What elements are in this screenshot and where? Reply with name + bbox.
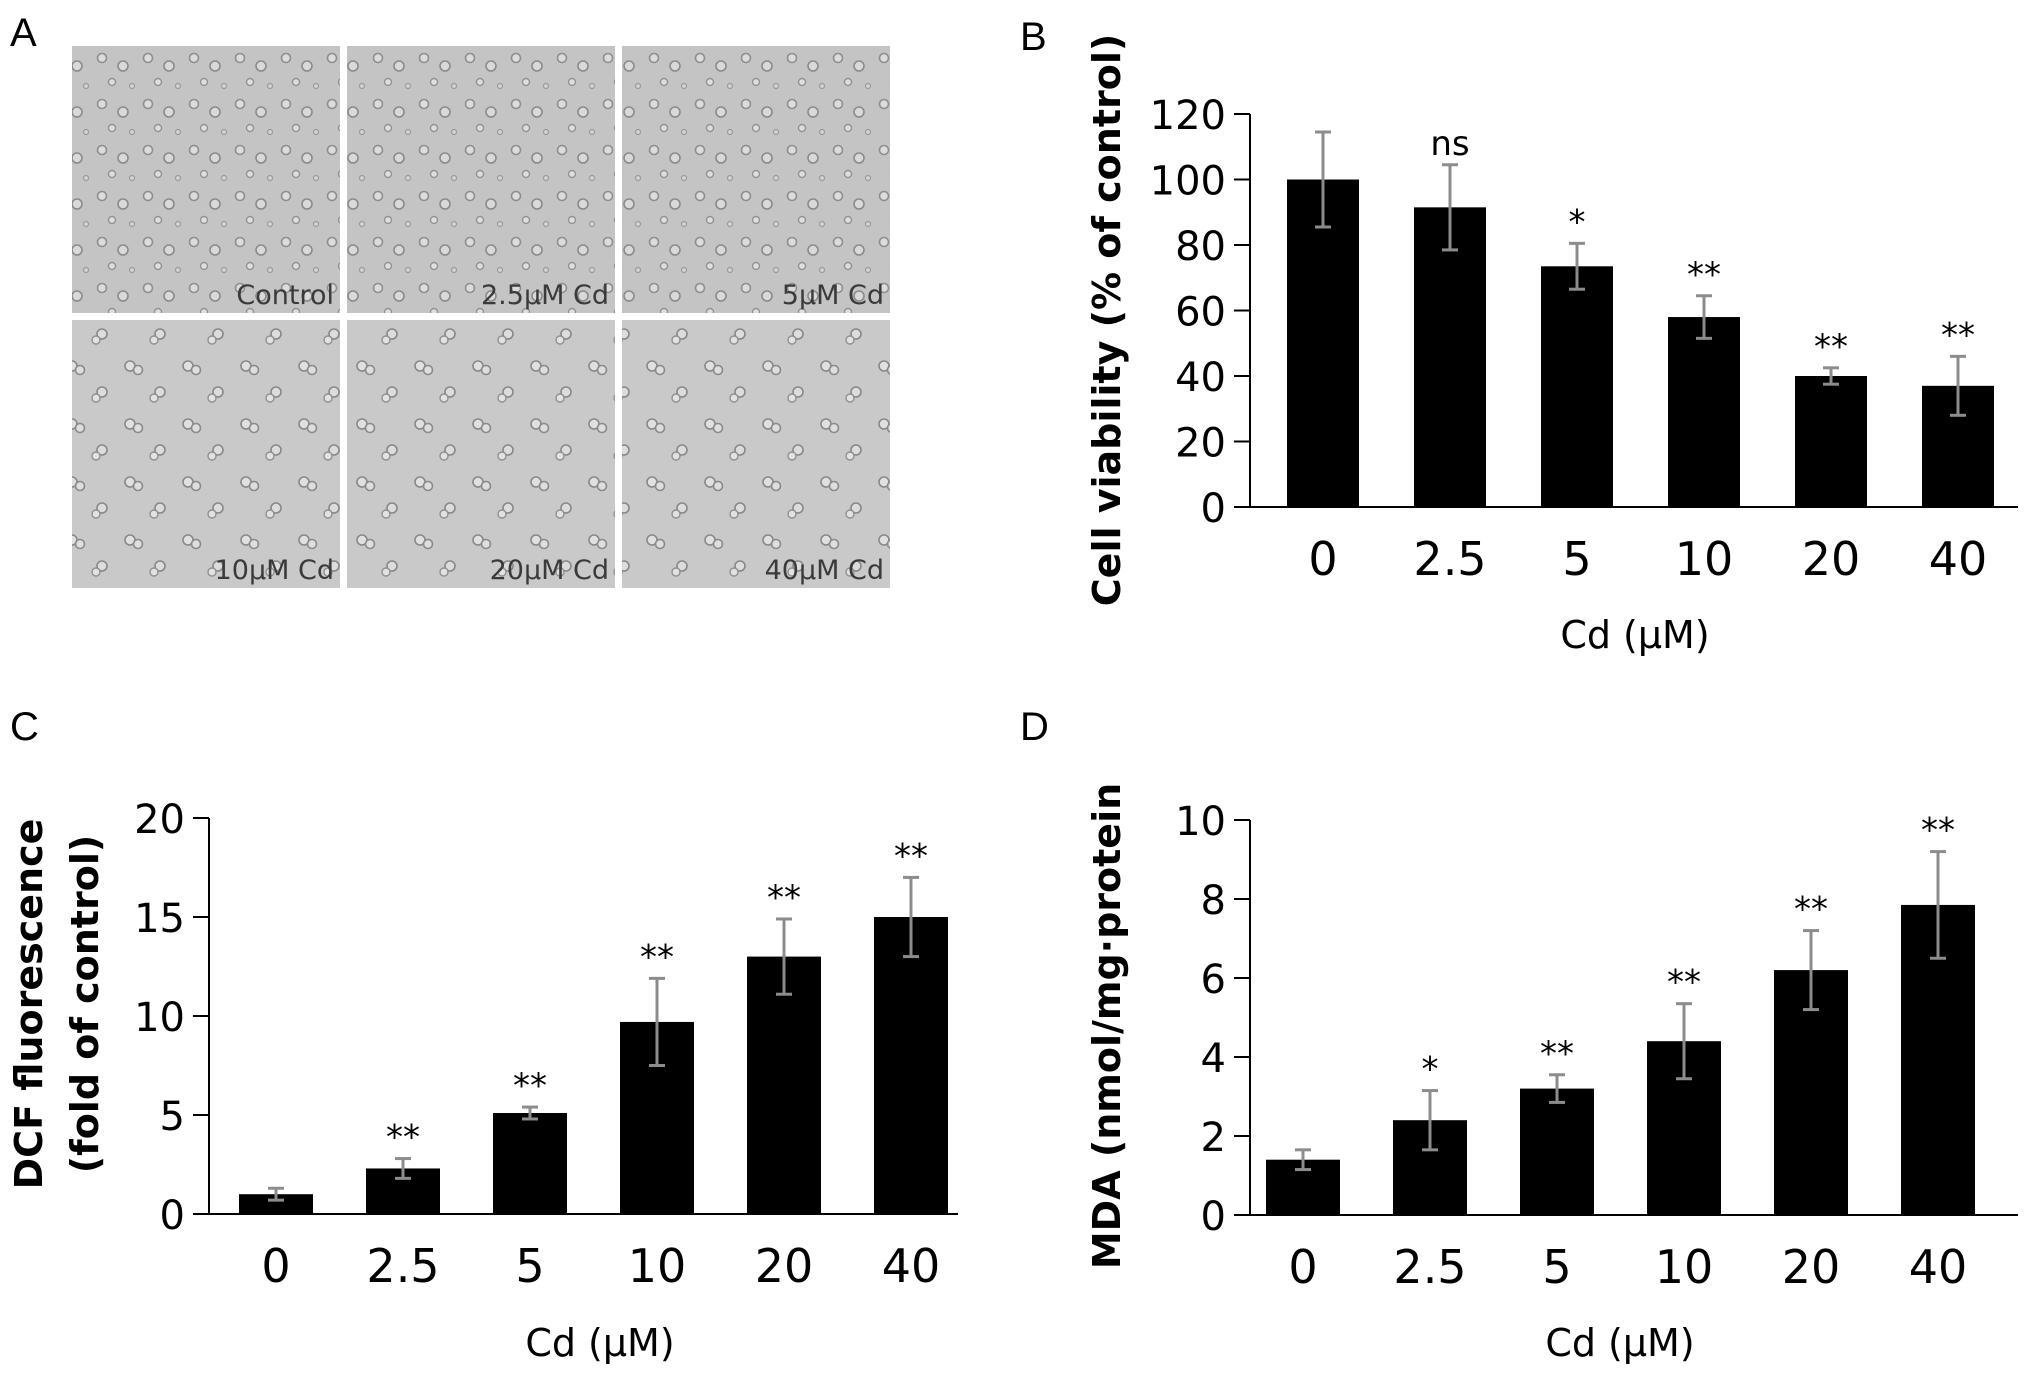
significance-label: ** [1941, 315, 1975, 355]
significance-label: ** [894, 836, 928, 876]
x-tick-label: 40 [882, 1239, 941, 1293]
micrograph-label: 2.5μM Cd [481, 280, 609, 311]
micrograph-40um: 40μM Cd [622, 320, 890, 588]
bar [1541, 266, 1613, 507]
x-tick-label: 40 [1909, 1240, 1968, 1294]
y-tick-label: 0 [160, 1193, 185, 1239]
x-tick-label: 40 [1929, 532, 1988, 586]
bar [1520, 1088, 1594, 1215]
micrograph-label: 20μM Cd [490, 555, 609, 586]
y-tick-label: 80 [1175, 224, 1226, 270]
bar [493, 1113, 567, 1214]
x-tick-label: 20 [1782, 1240, 1841, 1294]
significance-label: ** [386, 1118, 420, 1158]
significance-label: ** [1794, 890, 1828, 930]
x-tick-label: 10 [628, 1239, 687, 1293]
y-tick-label: 10 [1175, 799, 1226, 845]
micrograph-5um: 5μM Cd [622, 46, 890, 313]
y-tick-label: 40 [1175, 355, 1226, 401]
micrograph-label: 5μM Cd [782, 280, 884, 311]
y-tick-label: 5 [160, 1094, 185, 1140]
chart-b: B Cell viability (% of control) Cd (μM) … [1020, 15, 2018, 657]
y-axis-title: MDA (nmol/mg·protein [1085, 783, 1129, 1269]
significance-label: ** [1667, 963, 1701, 1003]
significance-label: ** [1687, 255, 1721, 295]
x-tick-label: 10 [1675, 532, 1734, 586]
y-tick-label: 0 [1201, 486, 1226, 532]
x-tick-label: 2.5 [366, 1239, 439, 1293]
bar [239, 1194, 313, 1214]
micrograph-10um: 10μM Cd [72, 320, 340, 588]
y-tick-label: 100 [1150, 159, 1226, 205]
chart-d: D MDA (nmol/mg·protein Cd (μM) 0 2 4 6 8 10 0 *… [1020, 705, 2018, 1365]
x-tick-label: 0 [1308, 532, 1337, 586]
panel-letter-d: D [1020, 705, 1049, 749]
x-axis-title: Cd (μM) [525, 1321, 674, 1365]
y-axis-title-line-2: (fold of control) [63, 835, 107, 1173]
micrograph-2-5um: 2.5μM Cd [347, 46, 615, 313]
bar [874, 917, 948, 1214]
y-tick-label: 4 [1201, 1036, 1226, 1082]
y-tick-label: 8 [1201, 878, 1226, 924]
x-tick-label: 0 [1288, 1240, 1317, 1294]
y-tick-label: 120 [1150, 93, 1226, 139]
x-axis-title: Cd (μM) [1545, 1321, 1694, 1365]
significance-label: ** [513, 1066, 547, 1106]
panel-letter-b: B [1020, 15, 1047, 59]
y-tick-label: 2 [1201, 1115, 1226, 1161]
y-axis-title: DCF fluorescence [7, 819, 51, 1190]
significance-label: ** [640, 937, 674, 977]
bar [747, 956, 821, 1214]
chart-c: C DCF fluorescence (fold of control) Cd … [7, 705, 958, 1365]
bar [1795, 376, 1867, 507]
y-tick-label: 10 [134, 995, 185, 1041]
x-axis-title: Cd (μM) [1560, 613, 1709, 657]
y-tick-label: 60 [1175, 290, 1226, 336]
x-tick-label: 5 [515, 1239, 544, 1293]
x-tick-label: 20 [1802, 532, 1861, 586]
micrograph-label: Control [236, 280, 334, 311]
x-tick-label: 10 [1655, 1240, 1714, 1294]
micrograph-label: 40μM Cd [765, 555, 884, 586]
significance-label: * [1569, 202, 1586, 242]
x-tick-label: 2.5 [1393, 1240, 1466, 1294]
y-tick-label: 15 [134, 896, 185, 942]
y-tick-label: 20 [134, 797, 185, 843]
x-tick-label: 2.5 [1413, 532, 1486, 586]
panel-letter-a: A [10, 11, 37, 55]
micrograph-label: 10μM Cd [215, 555, 334, 586]
bar [1668, 317, 1740, 507]
significance-label: ns [1430, 124, 1469, 164]
x-tick-label: 5 [1562, 532, 1591, 586]
y-tick-label: 6 [1201, 957, 1226, 1003]
significance-label: ** [1814, 327, 1848, 367]
x-tick-label: 0 [261, 1239, 290, 1293]
y-tick-label: 0 [1201, 1194, 1226, 1240]
bar [1414, 207, 1486, 507]
bar [1287, 179, 1359, 507]
x-tick-label: 20 [755, 1239, 814, 1293]
y-tick-label: 20 [1175, 421, 1226, 467]
significance-label: ** [767, 878, 801, 918]
micrograph-control: Control [72, 46, 340, 313]
significance-label: * [1422, 1050, 1439, 1090]
significance-label: ** [1921, 811, 1955, 851]
panel-letter-c: C [10, 705, 39, 749]
micrograph-grid: Control 2.5μM Cd 5μM Cd 10μM Cd 20μM Cd … [72, 46, 890, 588]
significance-label: ** [1540, 1034, 1574, 1074]
micrograph-20um: 20μM Cd [347, 320, 615, 588]
x-tick-label: 5 [1542, 1240, 1571, 1294]
y-axis-title: Cell viability (% of control) [1085, 34, 1129, 606]
